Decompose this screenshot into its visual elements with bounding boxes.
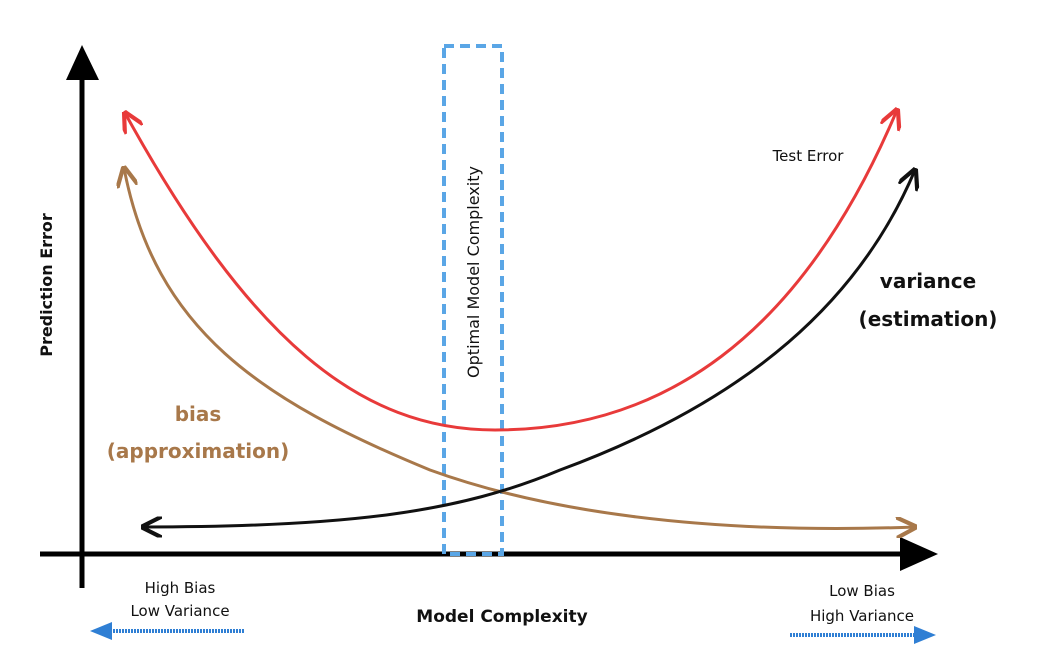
variance-sublabel: (estimation): [859, 307, 998, 331]
left-note-line1: High Bias: [145, 579, 216, 597]
test-error-label: Test Error: [772, 147, 845, 165]
x-axis-label: Model Complexity: [416, 607, 587, 627]
bias-sublabel: (approximation): [107, 439, 290, 463]
variance-label: variance: [880, 269, 976, 293]
variance-curve: [143, 170, 915, 527]
x-axis-arrowhead: [900, 537, 938, 571]
optimal-complexity-label: Optimal Model Complexity: [464, 166, 483, 378]
right-note-arrowhead: [914, 626, 936, 644]
test-error-curve: [125, 110, 897, 432]
bias-curve: [124, 168, 915, 528]
right-note-line2: High Variance: [810, 607, 914, 625]
left-note-arrowhead: [90, 622, 112, 640]
bias-label: bias: [175, 402, 222, 426]
left-note-line2: Low Variance: [130, 602, 229, 620]
y-axis-label: Prediction Error: [37, 213, 56, 357]
y-axis-arrowhead: [66, 45, 99, 80]
right-note-line1: Low Bias: [829, 582, 895, 600]
